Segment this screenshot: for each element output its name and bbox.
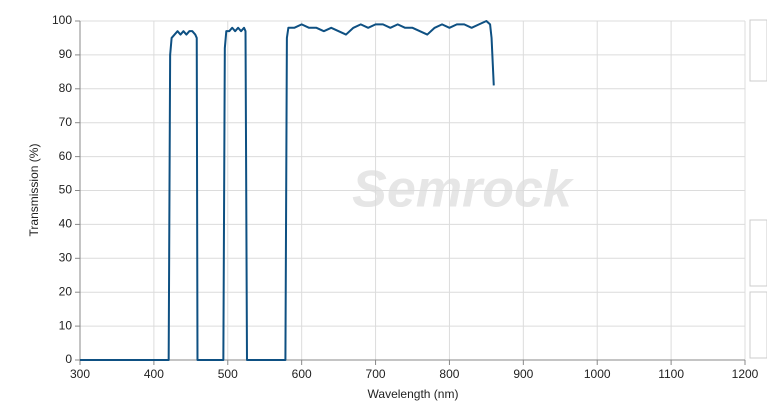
side-panel — [749, 219, 767, 287]
y-tick-label: 100 — [52, 13, 72, 27]
x-tick-label: 1200 — [732, 367, 759, 381]
y-tick-label: 30 — [59, 250, 73, 264]
y-tick-label: 70 — [59, 115, 73, 129]
y-tick-label: 20 — [59, 284, 73, 298]
x-tick-label: 800 — [439, 367, 459, 381]
x-tick-label: 500 — [218, 367, 238, 381]
watermark: Semrock — [352, 161, 575, 219]
y-tick-label: 0 — [65, 352, 72, 366]
x-tick-label: 400 — [144, 367, 164, 381]
y-tick-label: 50 — [59, 183, 73, 197]
x-tick-label: 700 — [366, 367, 386, 381]
y-axis-label: Transmission (%) — [27, 144, 41, 237]
side-panel — [749, 19, 767, 82]
y-tick-label: 40 — [59, 217, 73, 231]
x-tick-label: 1100 — [658, 367, 684, 381]
y-tick-label: 90 — [59, 47, 73, 61]
x-tick-label: 1000 — [584, 367, 611, 381]
side-panel — [749, 291, 767, 359]
x-tick-label: 600 — [292, 367, 312, 381]
x-tick-label: 300 — [70, 367, 90, 381]
x-axis-label: Wavelength (nm) — [368, 387, 459, 401]
y-tick-label: 10 — [59, 318, 73, 332]
y-tick-label: 80 — [59, 81, 73, 95]
data-line — [80, 20, 495, 361]
x-tick-label: 900 — [513, 367, 533, 381]
y-tick-label: 60 — [59, 149, 73, 163]
